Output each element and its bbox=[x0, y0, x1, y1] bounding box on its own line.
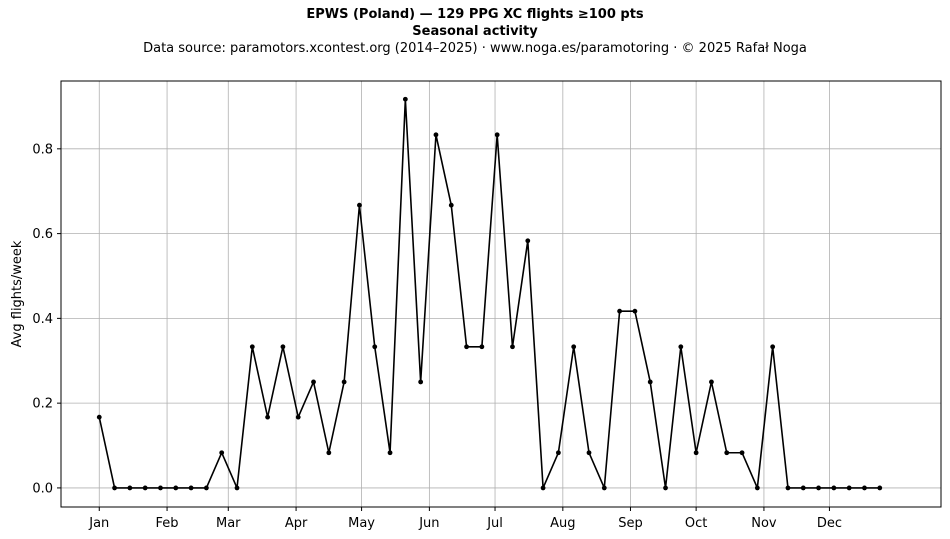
data-point bbox=[555, 450, 561, 456]
data-point bbox=[249, 344, 255, 350]
x-tick-label: Feb bbox=[156, 516, 179, 531]
data-point bbox=[173, 485, 179, 491]
data-point bbox=[234, 485, 240, 491]
data-point bbox=[295, 414, 301, 420]
x-tick-label: Aug bbox=[550, 516, 575, 531]
y-axis-label: Avg flights/week bbox=[10, 240, 25, 347]
data-point bbox=[142, 485, 148, 491]
data-point bbox=[219, 450, 225, 456]
data-point bbox=[372, 344, 378, 350]
data-point bbox=[525, 238, 531, 244]
data-point bbox=[448, 202, 454, 208]
data-point bbox=[877, 485, 883, 491]
y-tick-label: 0.4 bbox=[32, 312, 53, 327]
data-point bbox=[540, 485, 546, 491]
x-tick-label: Mar bbox=[216, 516, 241, 531]
data-point bbox=[357, 202, 362, 208]
data-point bbox=[663, 485, 668, 491]
data-point bbox=[678, 344, 684, 350]
data-point bbox=[418, 379, 424, 385]
data-point bbox=[632, 308, 638, 314]
y-tick-label: 0.0 bbox=[32, 481, 53, 496]
data-point bbox=[831, 485, 837, 491]
x-tick-label: Dec bbox=[817, 516, 842, 531]
x-tick-label: Jun bbox=[418, 516, 439, 531]
data-point bbox=[601, 485, 607, 491]
data-point bbox=[112, 485, 117, 491]
x-tick-label: Apr bbox=[285, 516, 308, 531]
x-tick-label: Jul bbox=[486, 516, 503, 531]
data-point bbox=[862, 485, 867, 491]
data-point bbox=[158, 485, 163, 491]
data-point bbox=[464, 344, 469, 350]
data-point bbox=[724, 450, 730, 456]
y-tick-label: 0.8 bbox=[32, 142, 53, 157]
y-tick-label: 0.2 bbox=[32, 397, 53, 412]
data-point bbox=[188, 485, 194, 491]
x-tick-label: May bbox=[348, 516, 375, 531]
data-point bbox=[387, 450, 393, 456]
data-point bbox=[280, 344, 286, 350]
data-point bbox=[494, 132, 500, 138]
data-point bbox=[785, 485, 791, 491]
data-point bbox=[816, 485, 821, 491]
data-point bbox=[311, 379, 316, 385]
data-point bbox=[586, 450, 592, 456]
data-point bbox=[265, 414, 271, 420]
data-point bbox=[479, 344, 485, 350]
data-point bbox=[770, 344, 776, 350]
data-point bbox=[647, 379, 653, 385]
data-point bbox=[203, 485, 209, 491]
data-point bbox=[754, 485, 760, 491]
plot-frame bbox=[60, 80, 942, 508]
data-point bbox=[571, 344, 577, 350]
data-point bbox=[127, 485, 133, 491]
data-point bbox=[510, 344, 515, 350]
data-point bbox=[693, 450, 699, 456]
data-point bbox=[433, 132, 439, 138]
x-tick-label: Sep bbox=[618, 516, 643, 531]
x-tick-label: Oct bbox=[685, 516, 707, 531]
data-point bbox=[326, 450, 332, 456]
chart-subtitle: Data source: paramotors.xcontest.org (20… bbox=[143, 41, 807, 56]
x-tick-label: Jan bbox=[88, 516, 109, 531]
series-line bbox=[98, 98, 880, 489]
data-point bbox=[96, 414, 102, 420]
data-point bbox=[617, 308, 623, 314]
data-point bbox=[800, 485, 806, 491]
data-point bbox=[341, 379, 347, 385]
y-tick-label: 0.6 bbox=[32, 227, 53, 242]
x-tick-label: Nov bbox=[751, 516, 777, 531]
data-point bbox=[402, 96, 408, 102]
data-point bbox=[846, 485, 852, 491]
title-block: EPWS (Poland) — 129 PPG XC flights ≥100 … bbox=[0, 6, 950, 57]
chart-title: EPWS (Poland) — 129 PPG XC flights ≥100 … bbox=[306, 7, 644, 22]
data-point bbox=[709, 379, 714, 385]
chart-title-secondary: Seasonal activity bbox=[412, 24, 538, 39]
data-point bbox=[739, 450, 745, 456]
